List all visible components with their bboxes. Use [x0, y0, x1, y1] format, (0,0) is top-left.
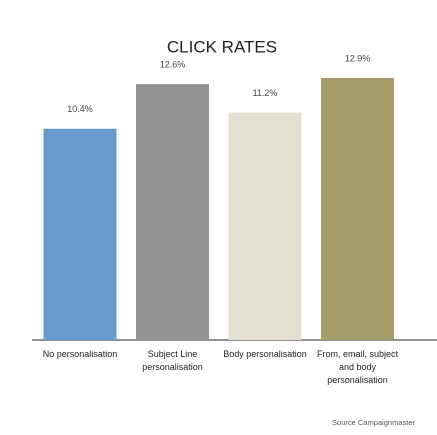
bar — [43, 128, 117, 340]
x-tick-label: From, email, subject and body personalis… — [316, 349, 399, 385]
bar — [228, 112, 302, 340]
source-note: Source Campaignmaster — [332, 418, 415, 427]
bar — [321, 78, 394, 340]
value-label: 12.6% — [160, 59, 186, 69]
value-label: 10.4% — [67, 104, 93, 114]
x-tick-label: Body personalisation — [223, 349, 307, 359]
x-tick-label: No personalisation — [42, 349, 118, 359]
chart-title: CLICK RATES — [167, 37, 277, 56]
bar — [136, 84, 209, 341]
x-tick-label: Subject Line personalisation — [142, 349, 203, 372]
value-label: 12.9% — [345, 53, 371, 63]
value-label: 11.2% — [253, 88, 278, 98]
